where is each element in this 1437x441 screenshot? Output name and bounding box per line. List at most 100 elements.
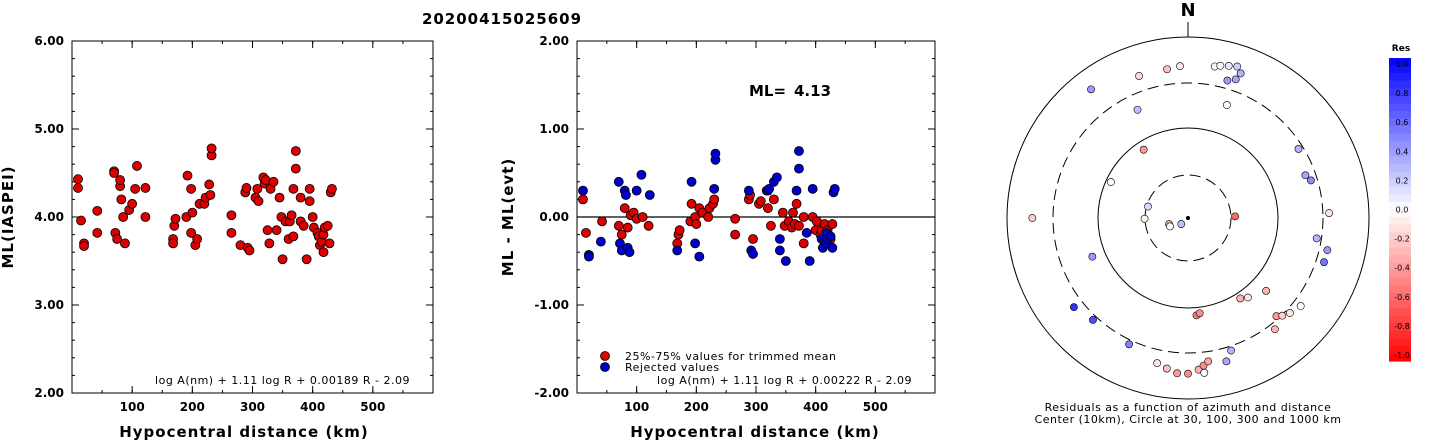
formula-label: log A(nm) + 1.11 log R + 0.00222 R - 2.0… — [657, 374, 912, 387]
legend-label-rejected: Rejected values — [625, 361, 720, 374]
data-point — [301, 254, 312, 265]
data-point — [132, 161, 142, 171]
colorbar-swatch — [1389, 247, 1411, 256]
residual-point — [1089, 316, 1097, 324]
residual-point — [1244, 293, 1252, 302]
ring-1000km — [1006, 36, 1370, 400]
colorbar-swatch — [1389, 88, 1411, 97]
data-point — [777, 207, 788, 218]
residual-point — [1323, 246, 1332, 255]
colorbar-tick-label: 0.8 — [1396, 89, 1409, 98]
residual-point — [1296, 302, 1305, 310]
residual-point — [1236, 69, 1245, 78]
data-point — [307, 212, 318, 222]
colorbar-swatch — [1389, 171, 1411, 180]
data-point — [205, 190, 216, 200]
colorbar-swatch — [1389, 262, 1411, 271]
colorbar-swatch — [1389, 307, 1411, 317]
data-point — [268, 176, 279, 187]
data-point — [691, 219, 702, 229]
ring-300km — [1052, 82, 1324, 354]
data-point — [109, 168, 120, 178]
legend-label-trimmed: 25%-75% values for trimmed mean — [625, 350, 837, 363]
data-point — [168, 238, 178, 249]
data-point — [794, 163, 804, 174]
data-point — [690, 238, 701, 249]
colorbar-swatch — [1389, 209, 1411, 218]
data-point — [581, 227, 591, 238]
residual-point — [1271, 325, 1279, 334]
data-point — [709, 194, 720, 205]
y-tick-label: 2.00 — [539, 34, 569, 48]
data-point — [624, 247, 635, 258]
data-point — [672, 245, 683, 256]
residual-point — [1301, 171, 1310, 180]
residual-point — [1231, 212, 1239, 221]
colorbar-swatch — [1389, 239, 1411, 248]
y-tick-label: 0.00 — [539, 210, 569, 224]
colorbar-title: Res — [1392, 44, 1410, 54]
data-point — [643, 220, 654, 231]
residual-point — [1204, 357, 1213, 366]
residual-point — [1236, 294, 1245, 303]
residual-point — [1227, 346, 1235, 355]
residual-point — [1028, 214, 1037, 222]
data-point — [801, 227, 812, 238]
data-point — [115, 175, 126, 185]
y-axis-label: ML - ML(evt) — [499, 158, 517, 276]
data-point — [584, 251, 594, 262]
residual-point — [1144, 202, 1152, 211]
residual-point — [1320, 258, 1328, 267]
x-tick-label: 200 — [684, 400, 709, 414]
north-label: N — [1180, 0, 1195, 21]
residual-point — [1233, 62, 1242, 71]
data-point — [140, 183, 151, 193]
data-point — [794, 146, 804, 156]
colorbar-swatch — [1389, 277, 1411, 286]
x-tick-label: 500 — [360, 400, 385, 414]
colorbar-swatch — [1389, 217, 1411, 226]
colorbar-swatch — [1389, 156, 1411, 165]
residual-point — [1069, 303, 1078, 312]
data-point — [295, 192, 306, 203]
data-point — [76, 215, 86, 226]
colorbar-swatch — [1389, 80, 1411, 89]
residual-point — [1125, 340, 1133, 349]
residual-point — [1153, 359, 1162, 368]
data-point — [619, 203, 630, 214]
data-point — [631, 185, 642, 196]
colorbar-tick-label: 0.6 — [1396, 118, 1409, 127]
colorbar-tick-label: -0.4 — [1394, 264, 1410, 273]
data-point — [264, 238, 275, 249]
residual-point — [1262, 286, 1271, 295]
ml-residual-panel: -2.00 -1.00 0.00 1.00 2.00 100 200 300 400 500 ML… — [499, 34, 936, 441]
center-dot — [1186, 216, 1190, 220]
ring-30km — [1144, 174, 1232, 262]
data-point — [318, 247, 329, 258]
colorbar-swatch — [1389, 58, 1411, 67]
data-point — [709, 183, 720, 194]
data-point — [92, 227, 103, 238]
data-point — [324, 238, 335, 249]
data-point — [327, 183, 337, 194]
colorbar-swatch — [1389, 323, 1411, 332]
data-point — [186, 183, 197, 194]
data-point — [766, 220, 776, 231]
colorbar-swatch — [1389, 111, 1411, 120]
data-point — [686, 176, 697, 187]
residual-point — [1223, 76, 1232, 85]
data-point — [116, 194, 127, 205]
ring-100km — [1097, 127, 1279, 309]
y-tick-label: -2.00 — [534, 386, 569, 400]
colorbar-tick-label: 0.0 — [1396, 206, 1409, 215]
data-point — [748, 249, 758, 259]
y-tick-label: 2.00 — [34, 386, 64, 400]
polar-caption-1: Residuals as a function of azimuth and d… — [1045, 401, 1332, 414]
colorbar-swatch — [1389, 345, 1411, 355]
data-point — [743, 185, 754, 196]
y-tick-label: 3.00 — [34, 298, 64, 312]
y-tick-label: 1.00 — [539, 122, 569, 136]
data-point — [621, 190, 631, 200]
residual-point — [1231, 75, 1240, 84]
